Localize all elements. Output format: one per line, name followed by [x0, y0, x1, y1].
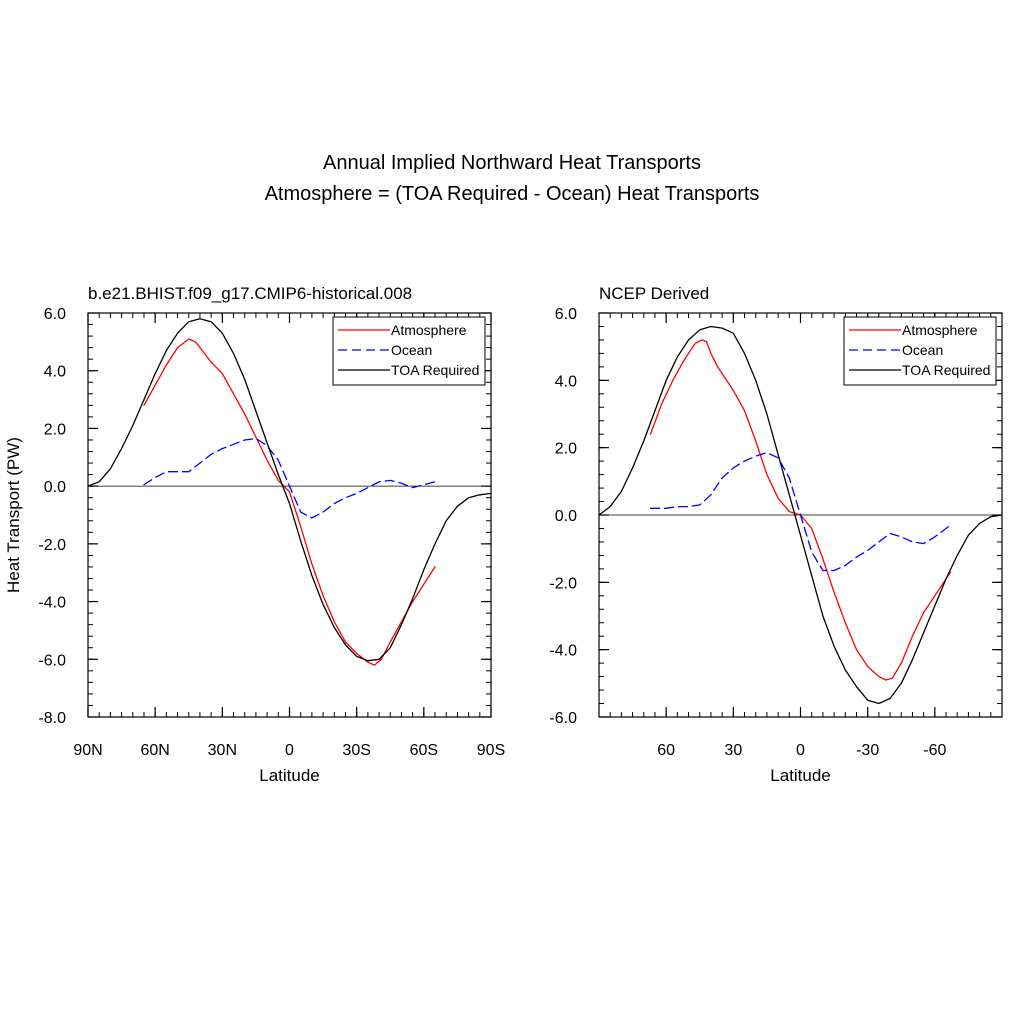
chart1-y-tick-label: 4.0 [555, 373, 577, 390]
chart0-y-axis-label: Heat Transport (PW) [4, 437, 23, 593]
chart0-x-tick-label: 0 [285, 742, 294, 759]
chart1-plot-frame [598, 312, 1003, 718]
chart0-y-tick-label: 4.0 [44, 364, 66, 381]
chart0-y-tick-label: -6.0 [38, 652, 66, 669]
chart1-legend-label: Ocean [902, 342, 943, 358]
chart1-x-tick-label: 30 [724, 742, 742, 759]
chart1-y-tick-label: 2.0 [555, 441, 577, 458]
chart0-legend [332, 316, 486, 386]
chart0-plot-frame [87, 312, 492, 718]
chart1-legend-label: Atmosphere [902, 322, 978, 338]
chart0-legend-label: TOA Required [391, 362, 479, 378]
chart1-series-toa-required-line [598, 325, 1003, 705]
figure-title-line2: Atmosphere = (TOA Required - Ocean) Heat… [265, 183, 760, 205]
chart0-y-tick-label: 2.0 [44, 421, 66, 438]
chart1-y-tick-label: 6.0 [555, 306, 577, 323]
chart1-y-tick-label: -4.0 [549, 643, 577, 660]
chart0-y-tick-label: 6.0 [44, 306, 66, 323]
figure-title-line1: Annual Implied Northward Heat Transports [323, 152, 701, 174]
chart1-x-tick-label: -30 [856, 742, 879, 759]
chart0-title: b.e21.BHIST.f09_g17.CMIP6-historical.008 [88, 284, 412, 303]
chart0-y-tick-label: -2.0 [38, 537, 66, 554]
chart1-title: NCEP Derived [599, 284, 709, 303]
chart0-x-tick-label: 30S [342, 742, 370, 759]
chart0-x-tick-label: 60N [140, 742, 169, 759]
chart0-legend-label: Ocean [391, 342, 432, 358]
panel-model: b.e21.BHIST.f09_g17.CMIP6-historical.008… [4, 284, 505, 785]
chart1-y-tick-label: -2.0 [549, 575, 577, 592]
chart0-x-tick-label: 60S [410, 742, 438, 759]
panel-ncep: NCEP Derived 6.0 4.0 2.0 0.0 -2.0 -4.0 -6.0 60 30… [549, 284, 1003, 785]
chart0-series-ocean-line [143, 437, 436, 519]
chart1-x-tick-label: -60 [923, 742, 946, 759]
chart0-x-tick-label: 90S [477, 742, 505, 759]
chart0-y-tick-label: -8.0 [38, 710, 66, 727]
chart1-x-tick-label: 60 [657, 742, 675, 759]
chart0-legend-label: Atmosphere [391, 322, 467, 338]
chart1-legend [843, 316, 997, 386]
chart1-y-tick-label: 0.0 [555, 508, 577, 525]
chart0-x-tick-label: 90N [73, 742, 102, 759]
chart1-y-tick-label: -6.0 [549, 710, 577, 727]
chart1-x-axis-label: Latitude [770, 766, 831, 785]
chart1-legend-label: TOA Required [902, 362, 990, 378]
chart1-x-tick-label: 0 [796, 742, 805, 759]
chart0-y-tick-label: 0.0 [44, 479, 66, 496]
chart0-series-toa-required-line [87, 318, 492, 662]
chart0-x-tick-label: 30N [208, 742, 237, 759]
chart0-y-tick-label: -4.0 [38, 595, 66, 612]
chart0-x-axis-label: Latitude [259, 766, 320, 785]
chart1-series-atmosphere-line [649, 339, 952, 681]
chart1-series-ocean-line [649, 452, 952, 572]
